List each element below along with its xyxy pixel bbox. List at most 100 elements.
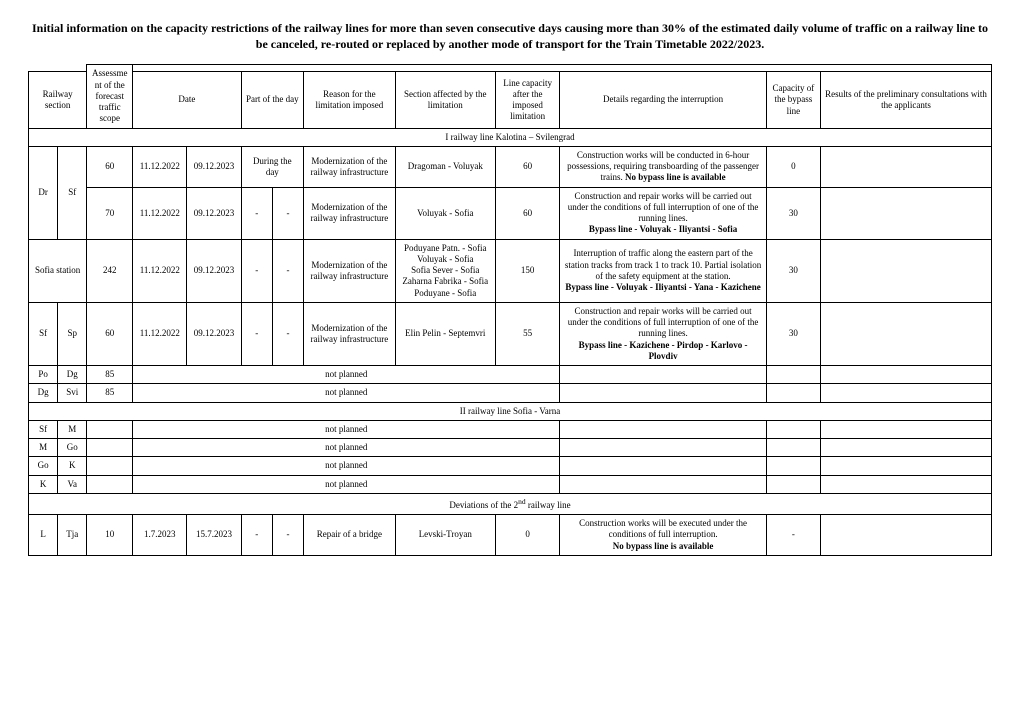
cell: 15.7.2023 <box>187 515 241 556</box>
cell: not planned <box>133 439 560 457</box>
cell: 60 <box>87 302 133 365</box>
cell <box>560 384 766 402</box>
cell <box>87 457 133 475</box>
cell: Levski-Troyan <box>395 515 495 556</box>
cell: Interruption of traffic along the easter… <box>560 239 766 302</box>
cell <box>820 384 991 402</box>
cell: Modernization of the railway infrastruct… <box>304 239 396 302</box>
cell: not planned <box>133 475 560 493</box>
col-capacity-after: Line capacity after the imposed limitati… <box>495 72 560 128</box>
group-header-3: Deviations of the 2nd railway line <box>29 493 992 514</box>
cell: 09.12.2023 <box>187 239 241 302</box>
cell: 150 <box>495 239 560 302</box>
cell: - <box>241 239 272 302</box>
table-row: L Tja 10 1.7.2023 15.7.2023 - - Repair o… <box>29 515 992 556</box>
cell: Tja <box>58 515 87 556</box>
cell: Sf <box>58 146 87 239</box>
cell: not planned <box>133 384 560 402</box>
cell <box>820 366 991 384</box>
page-title: Initial information on the capacity rest… <box>28 20 992 52</box>
table-row: 70 11.12.2022 09.12.2023 - - Modernizati… <box>29 187 992 239</box>
cell: 11.12.2022 <box>133 187 187 239</box>
table-row: Dg Svi 85 not planned <box>29 384 992 402</box>
cell: Construction and repair works will be ca… <box>560 187 766 239</box>
cell: Go <box>58 439 87 457</box>
cell <box>560 366 766 384</box>
cell <box>87 475 133 493</box>
table-row: K Va not planned <box>29 475 992 493</box>
cell: not planned <box>133 366 560 384</box>
cell: Dr <box>29 146 58 239</box>
cell: 09.12.2023 <box>187 146 241 187</box>
cell: Dg <box>58 366 87 384</box>
cell: Sf <box>29 420 58 438</box>
cell: 55 <box>495 302 560 365</box>
cell: L <box>29 515 58 556</box>
col-date: Date <box>133 72 241 128</box>
cell: Sf <box>29 302 58 365</box>
col-results: Results of the preliminary consultations… <box>820 72 991 128</box>
cell: K <box>29 475 58 493</box>
cell: - <box>766 515 820 556</box>
cell: Elin Pelin - Septemvri <box>395 302 495 365</box>
cell: Poduyane Patn. - Sofia Voluyak - Sofia S… <box>395 239 495 302</box>
cell: 11.12.2022 <box>133 239 187 302</box>
cell: 09.12.2023 <box>187 187 241 239</box>
cell: M <box>29 439 58 457</box>
cell: 60 <box>495 187 560 239</box>
cell: - <box>272 302 303 365</box>
table-row: M Go not planned <box>29 439 992 457</box>
cell: Sofia station <box>29 239 87 302</box>
col-part-of-day: Part of the day <box>241 72 304 128</box>
table-row: Sf Sp 60 11.12.2022 09.12.2023 - - Moder… <box>29 302 992 365</box>
cell: Modernization of the railway infrastruct… <box>304 187 396 239</box>
cell <box>766 439 820 457</box>
cell: 85 <box>87 366 133 384</box>
cell: 60 <box>495 146 560 187</box>
cell: Voluyak - Sofia <box>395 187 495 239</box>
table-row: Po Dg 85 not planned <box>29 366 992 384</box>
table-row: Go K not planned <box>29 457 992 475</box>
cell: Modernization of the railway infrastruct… <box>304 302 396 365</box>
cell: Sp <box>58 302 87 365</box>
cell: not planned <box>133 457 560 475</box>
cell: 30 <box>766 187 820 239</box>
cell: 11.12.2022 <box>133 302 187 365</box>
cell <box>766 475 820 493</box>
cell: K <box>58 457 87 475</box>
cell: 70 <box>87 187 133 239</box>
group-header-2: II railway line Sofia - Varna <box>29 402 992 420</box>
cell: Po <box>29 366 58 384</box>
cell <box>560 420 766 438</box>
cell <box>560 439 766 457</box>
cell <box>820 457 991 475</box>
cell: 0 <box>495 515 560 556</box>
cell <box>820 475 991 493</box>
cell <box>820 515 991 556</box>
cell <box>820 439 991 457</box>
cell: - <box>241 515 272 556</box>
cell: - <box>241 187 272 239</box>
cell: Construction works will be conducted in … <box>560 146 766 187</box>
cell <box>820 187 991 239</box>
table-row: Sofia station 242 11.12.2022 09.12.2023 … <box>29 239 992 302</box>
table-row: Sf M not planned <box>29 420 992 438</box>
cell: not planned <box>133 420 560 438</box>
cell: - <box>272 187 303 239</box>
table-row: Dr Sf 60 11.12.2022 09.12.2023 During th… <box>29 146 992 187</box>
cell: 09.12.2023 <box>187 302 241 365</box>
group-header-1: I railway line Kalotina – Svilengrad <box>29 128 992 146</box>
cell <box>820 302 991 365</box>
header-row: Assessment of the forecast traffic scope <box>29 65 992 72</box>
cell: 242 <box>87 239 133 302</box>
cell <box>560 475 766 493</box>
capacity-table: Assessment of the forecast traffic scope… <box>28 64 992 556</box>
cell <box>766 420 820 438</box>
col-bypass: Capacity of the bypass line <box>766 72 820 128</box>
cell: 85 <box>87 384 133 402</box>
cell: Construction works will be executed unde… <box>560 515 766 556</box>
cell <box>820 420 991 438</box>
cell: 10 <box>87 515 133 556</box>
cell: Svi <box>58 384 87 402</box>
cell <box>820 239 991 302</box>
